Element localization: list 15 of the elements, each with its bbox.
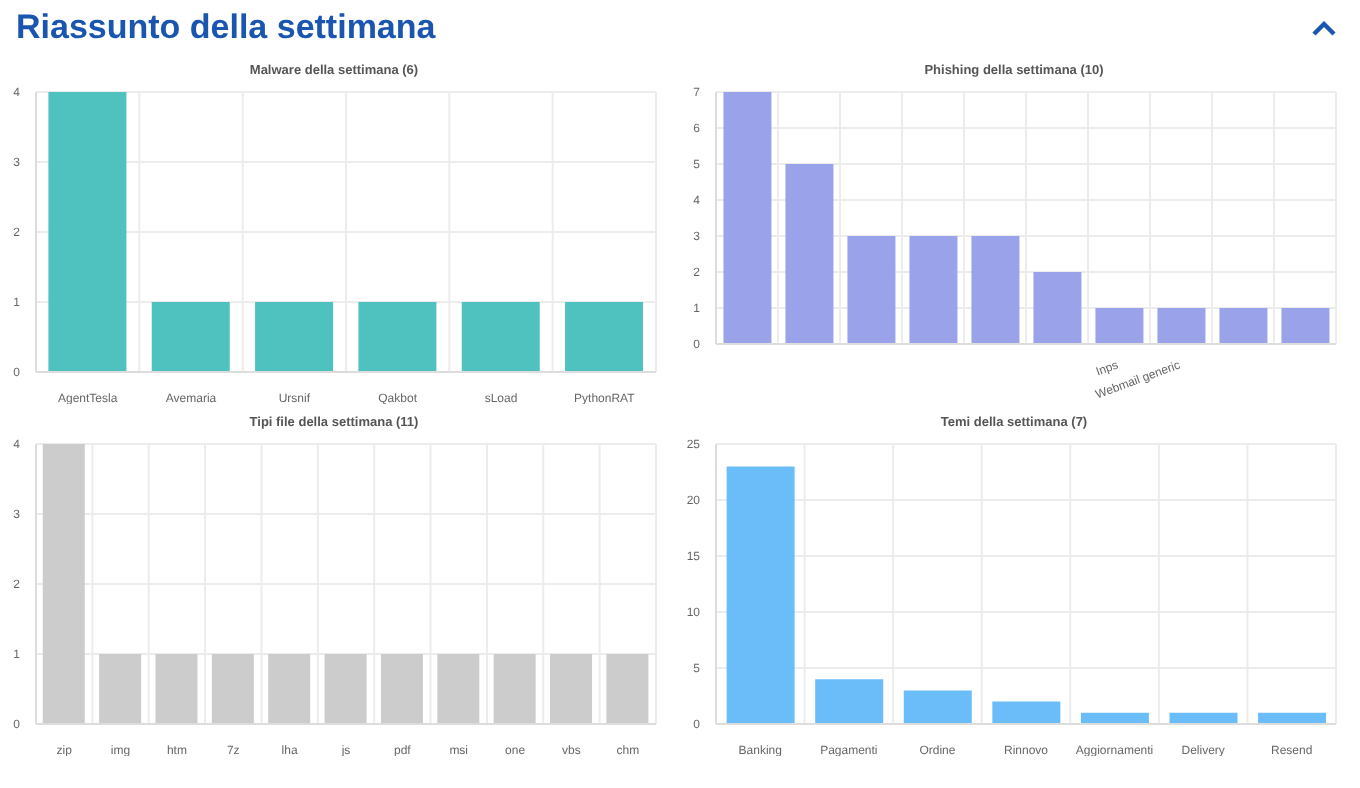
bar — [1095, 308, 1144, 344]
bar — [1033, 272, 1082, 344]
bar — [726, 466, 795, 724]
bar — [903, 690, 972, 724]
bar — [723, 92, 772, 344]
bar — [1281, 308, 1330, 344]
bar — [785, 164, 834, 344]
text: Riassunto della settimana — [16, 8, 436, 48]
bar — [847, 236, 896, 344]
bar — [1219, 308, 1268, 344]
bar — [909, 236, 958, 344]
bar — [1157, 308, 1206, 344]
bar — [992, 701, 1061, 724]
bar — [971, 236, 1020, 344]
bar — [815, 679, 884, 724]
